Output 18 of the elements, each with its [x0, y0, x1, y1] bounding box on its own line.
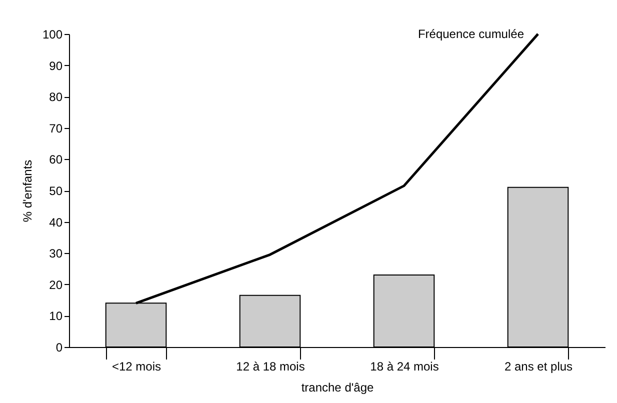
y-tick-label: 30 — [49, 246, 63, 261]
y-tick-label: 0 — [56, 340, 63, 354]
y-axis-title: % d'enfants — [20, 160, 34, 222]
y-tick-label: 70 — [49, 121, 63, 136]
y-tick-label: 20 — [49, 278, 63, 292]
y-tick-label: 10 — [49, 309, 63, 324]
y-tick-label: 80 — [49, 90, 63, 104]
y-tick-label: 100 — [42, 28, 63, 42]
x-tick-label: <12 mois — [112, 360, 162, 374]
x-tick-label: 2 ans et plus — [504, 360, 573, 374]
x-tick-label: 12 à 18 mois — [236, 360, 305, 374]
y-tick-label: 40 — [49, 215, 63, 230]
y-tick-label: 90 — [49, 58, 63, 73]
y-tick-label: 50 — [49, 184, 63, 198]
x-axis-title: tranche d'âge — [301, 380, 374, 394]
x-tick-label: 18 à 24 mois — [370, 360, 439, 374]
y-tick-label: 60 — [49, 152, 63, 167]
series-label: Fréquence cumulée — [418, 27, 524, 41]
